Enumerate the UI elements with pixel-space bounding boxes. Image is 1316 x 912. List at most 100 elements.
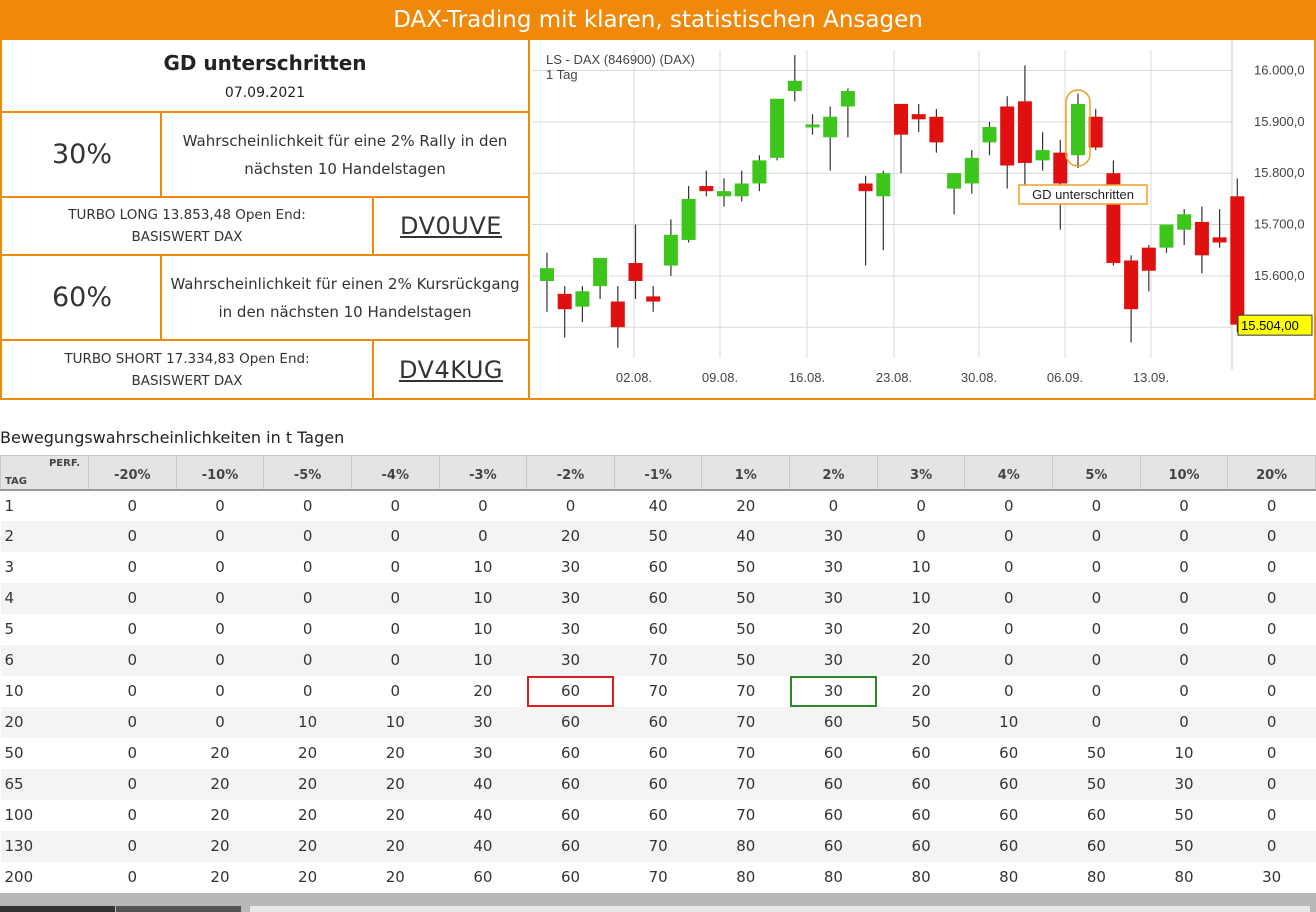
table-cell: 60 [526,861,615,893]
table-cell: 0 [1052,644,1141,676]
table-cell: 0 [263,520,352,552]
bottom-tab[interactable] [250,906,1310,912]
table-cell: 20 [351,768,440,800]
table-cell: 0 [1052,520,1141,552]
divider [160,256,162,341]
candle [593,257,608,299]
table-cell: 30 [789,613,878,645]
bottom-tab[interactable] [0,906,115,912]
table-cell: 0 [1052,582,1141,614]
dax-chart: LS - DAX (846900) (DAX) 1 Tag 16.000,0 15… [532,40,1314,396]
candle [1159,224,1174,253]
chart-annotations: GD unterschritten 15.504,00 [1018,89,1313,336]
table-row: 50 0 20 20 20 30 60 60 70 60 60 60 50 10 0 [0,737,1316,769]
table-cell: 0 [964,582,1053,614]
candle-body [734,183,749,197]
table-cell: 20 [351,799,440,831]
table-cell: 60 [614,768,702,800]
candle [1141,245,1156,292]
table-cell: 0 [1052,551,1141,583]
candle [540,252,554,312]
candle [876,170,891,251]
table-cell: 0 [1052,675,1141,707]
table-cell: 60 [526,675,615,707]
table-cell: 0 [176,489,264,521]
table-cell: 10 [877,582,965,614]
table-cell: 50 [1052,768,1141,800]
last-price-box [1237,314,1313,336]
bottom-scrollbar[interactable] [0,893,1316,912]
table-cell: 20 [877,644,965,676]
table-cell: 10 [351,706,440,738]
divider [372,341,374,398]
table-cell: 0 [176,706,264,738]
table-caption: Bewegungswahrscheinlichkeiten in t Tagen [0,428,345,447]
candle-body [540,268,554,281]
table-cell: 0 [1227,582,1316,614]
table-cell: 0 [263,644,352,676]
candle-body [1088,116,1103,148]
row-tag: 100 [0,799,89,831]
banner-title: DAX-Trading mit klaren, statistischen An… [393,7,923,33]
candle-body [805,124,820,128]
header-perf-label: PERF. [48,458,80,469]
column-header: 10% [1139,455,1229,491]
x-tick-label: 30.08. [961,370,997,385]
long-probability-cell: 30% [2,113,162,198]
short-description-cell: Wahrscheinlichkeit für einen 2% Kursrück… [162,256,528,341]
table-cell: 20 [176,768,264,800]
table-cell: 60 [526,830,615,862]
table-cell: 10 [439,551,527,583]
table-cell: 0 [1140,675,1228,707]
table-cell: 20 [176,861,264,893]
table-cell: 60 [614,799,702,831]
table-header-row: PERF. TAG -20% -10% -5% -4% -3% -2% -1% 1% 2% 3% 4… [0,455,1316,491]
table-row: 1 0 0 0 0 0 0 40 20 0 0 0 0 0 0 [0,489,1316,521]
table-cell: 20 [351,861,440,893]
table-cell: 0 [1227,489,1316,521]
candle-body [1159,224,1174,248]
table-row: 200 0 20 20 20 60 60 70 80 80 80 80 80 80 30 [0,861,1316,893]
table-cell: 60 [877,799,965,831]
table-cell: 30 [1227,861,1316,893]
table-cell: 20 [176,737,264,769]
table-cell: 0 [1052,706,1141,738]
table-cell: 0 [964,613,1053,645]
table-cell: 0 [263,489,352,521]
candle [610,286,625,348]
bottom-tab[interactable] [116,906,241,912]
long-product-code-link[interactable]: DV0UVE [400,212,502,240]
y-tick-label: 15.700,0 [1254,217,1305,232]
table-cell: 0 [351,551,440,583]
table-cell: 30 [789,520,878,552]
table-row: 100 0 20 20 20 40 60 60 70 60 60 60 60 50 0 [0,799,1316,831]
table-cell: 0 [176,675,264,707]
table-cell: 60 [964,737,1053,769]
candle-body [911,114,926,120]
table-cell: 0 [263,551,352,583]
row-tag: 130 [0,830,89,862]
table-cell: 60 [614,737,702,769]
column-header: -1% [613,455,703,491]
table-cell: 40 [701,520,790,552]
table-cell: 50 [701,644,790,676]
candle-body [1017,101,1032,163]
table-cell: 50 [1140,799,1228,831]
table-cell: 0 [1140,520,1228,552]
table-cell: 30 [789,551,878,583]
long-description-cell: Wahrscheinlichkeit für eine 2% Rally in … [162,113,528,198]
candle-body [628,263,643,281]
candle-body [1177,214,1192,230]
x-tick-label: 06.09. [1047,370,1083,385]
table-cell: 60 [789,768,878,800]
candle-body [858,183,873,192]
table-cell: 0 [263,582,352,614]
table-cell: 60 [877,830,965,862]
highlight-oval [1065,89,1091,167]
candle [787,55,802,102]
short-product-code-link[interactable]: DV4KUG [398,355,503,384]
table-cell: 50 [701,551,790,583]
table-cell: 0 [88,706,177,738]
candle [947,173,962,215]
candle [1124,255,1139,343]
